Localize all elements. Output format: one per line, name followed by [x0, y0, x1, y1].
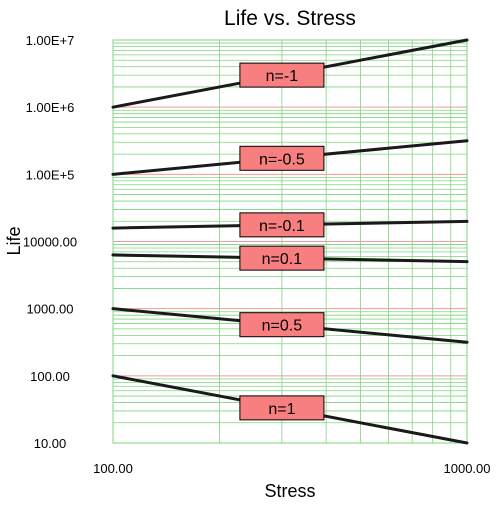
series-label-text: n=0.5 [262, 318, 303, 335]
y-tick-label: 1000.00 [27, 302, 74, 317]
y-tick-label: 10.00 [34, 436, 67, 451]
series-label-box [239, 245, 325, 271]
y-tick-label: 10000.00 [23, 235, 77, 250]
series-label-text: n=-1 [266, 68, 299, 85]
plot-border [112, 39, 468, 444]
series-label-box [239, 62, 325, 88]
x-axis-label: Stress [264, 481, 315, 501]
x-tick-label: 1000.00 [444, 461, 491, 476]
y-tick-labels: 10.00 100.00 1000.00 10000.00 1.00E+5 1.00E+6… [23, 33, 77, 451]
y-tick-label: 100.00 [30, 369, 70, 384]
series-label-n=0.1: n=0.1 [239, 245, 325, 271]
series-label-box [239, 212, 325, 238]
y-tick-label: 1.00E+6 [26, 100, 75, 115]
chart-title: Life vs. Stress [224, 7, 356, 30]
y-tick-label: 1.00E+7 [26, 33, 75, 48]
x-tick-labels: 100.00 1000.00 [93, 461, 490, 476]
series-label-text: n=-0.5 [259, 151, 305, 168]
series-label-box [239, 312, 325, 338]
series-label-n=-0.5: n=-0.5 [239, 145, 325, 171]
grid [112, 39, 468, 444]
y-axis-label: Life [4, 226, 24, 255]
series-labels: n=-1 n=-0.5 n=-0.1 n=0.1 n=0.5 n=1 [239, 62, 325, 421]
series-label-n=-1: n=-1 [239, 62, 325, 88]
series-label-text: n=0.1 [262, 251, 303, 268]
series-label-n=1: n=1 [239, 395, 325, 421]
series-label-text: n=1 [268, 401, 295, 418]
series-label-n=0.5: n=0.5 [239, 312, 325, 338]
series-label-box [239, 145, 325, 171]
series-label-text: n=-0.1 [259, 218, 305, 235]
series-label-box [239, 395, 325, 421]
x-tick-label: 100.00 [93, 461, 133, 476]
series-label-n=-0.1: n=-0.1 [239, 212, 325, 238]
y-tick-label: 1.00E+5 [26, 167, 75, 182]
